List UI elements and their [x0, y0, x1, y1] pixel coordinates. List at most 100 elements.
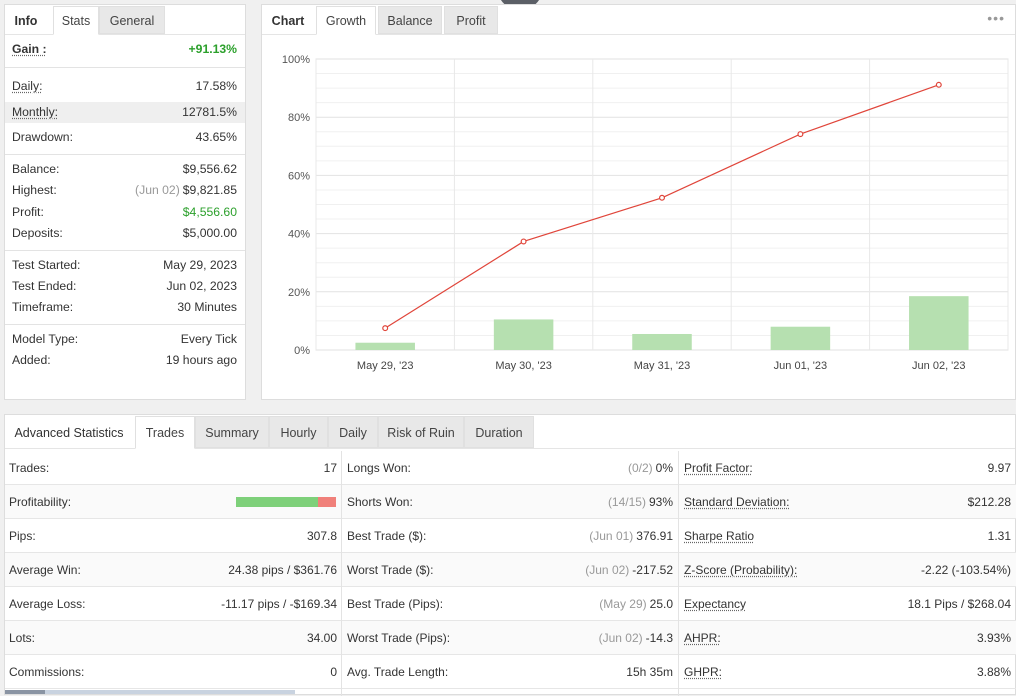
stat-label-link[interactable]: Profit Factor: [684, 451, 753, 485]
gain-label[interactable]: Gain : [12, 39, 47, 60]
stat-date: (14/15) [608, 495, 646, 509]
stat-value: -217.52 [632, 563, 673, 577]
daily-label[interactable]: Daily: [12, 76, 42, 97]
stat-label: Pips: [9, 519, 36, 553]
data-point [383, 326, 388, 331]
advanced-tabbar: Advanced Statistics Trades Summary Hourl… [5, 415, 1015, 449]
tab-trades[interactable]: Trades [135, 416, 195, 449]
tab-advanced-statistics[interactable]: Advanced Statistics [5, 416, 133, 448]
stat-value: 1.31 [988, 519, 1011, 553]
tab-duration[interactable]: Duration [464, 416, 534, 448]
stat-value: 15h 35m [626, 665, 673, 679]
stat-label: Profitability: [9, 485, 71, 519]
deposits-value: $5,000.00 [183, 223, 237, 244]
y-tick-label: 0% [294, 345, 310, 357]
stat-value: -14.3 [646, 631, 673, 645]
tab-balance[interactable]: Balance [378, 6, 442, 34]
stat-value: $212.28 [968, 485, 1011, 519]
bar [632, 334, 692, 350]
balance-value: $9,556.62 [183, 159, 237, 180]
chart-tabbar: Chart Growth Balance Profit ••• [262, 5, 1015, 35]
table-row: Trades: 17 Longs Won: (0/2) 0% Profit Factor:… [5, 451, 1016, 485]
deposits-label: Deposits: [12, 223, 63, 244]
tab-info[interactable]: Info [5, 6, 47, 34]
bar [355, 343, 415, 350]
stat-label-link[interactable]: GHPR: [684, 655, 722, 689]
stat-label: Trades: [9, 451, 49, 485]
profit-value: $4,556.60 [183, 202, 237, 223]
scrollbar-thumb[interactable] [5, 690, 45, 694]
stat-value: 9.97 [988, 451, 1011, 485]
stat-date: (May 29) [599, 597, 646, 611]
chart-panel: Chart Growth Balance Profit ••• 0% 20% 40%… [261, 4, 1016, 400]
stat-value: 307.8 [307, 519, 337, 553]
stat-value: 25.0 [650, 597, 673, 611]
tab-daily[interactable]: Daily [328, 416, 378, 448]
stat-value-wrap: (14/15) 93% [608, 485, 673, 519]
table-row: Pips: 307.8 Best Trade ($): (Jun 01) 376.91 S… [5, 519, 1016, 553]
highest-value-wrap: (Jun 02) $9,821.85 [135, 180, 237, 201]
y-tick-label: 20% [288, 287, 310, 299]
stat-value: 0 [330, 655, 337, 689]
tab-general[interactable]: General [99, 6, 165, 34]
highest-label: Highest: [12, 180, 57, 201]
daily-row: Daily: 17.58% [5, 76, 245, 97]
more-options-icon[interactable]: ••• [987, 10, 1005, 26]
stat-value: 34.00 [307, 621, 337, 655]
stat-value: 17 [324, 451, 337, 485]
stat-value: 18.1 Pips / $268.04 [908, 587, 1011, 621]
advanced-statistics-panel: Advanced Statistics Trades Summary Hourl… [4, 414, 1016, 695]
monthly-value: 12781.5% [182, 102, 237, 123]
stat-date: (Jun 02) [585, 563, 629, 577]
daily-value: 17.58% [196, 76, 237, 97]
y-tick-label: 100% [282, 54, 310, 66]
drawdown-row: Drawdown: 43.65% [5, 127, 245, 148]
test-started-row: Test Started: May 29, 2023 [5, 255, 245, 276]
timeframe-value: 30 Minutes [177, 297, 237, 318]
horizontal-scrollbar[interactable] [5, 690, 295, 694]
divider [5, 250, 245, 251]
gain-value: +91.13% [189, 39, 237, 60]
stat-value-wrap: (0/2) 0% [628, 451, 673, 485]
info-tabbar: Info Stats General [5, 5, 245, 35]
gain-row: Gain : +91.13% [5, 39, 245, 60]
tab-growth[interactable]: Growth [316, 6, 376, 35]
tab-hourly[interactable]: Hourly [269, 416, 328, 448]
stat-label-link[interactable]: Expectancy [684, 587, 746, 621]
tab-profit[interactable]: Profit [444, 6, 498, 34]
test-started-label: Test Started: [12, 255, 80, 276]
profitability-loss-bar [318, 497, 336, 507]
stat-label-link[interactable]: Sharpe Ratio [684, 519, 754, 553]
monthly-label[interactable]: Monthly: [12, 102, 58, 123]
stat-date: (Jun 02) [599, 631, 643, 645]
stat-value-wrap: (Jun 01) 376.91 [589, 519, 673, 553]
drawdown-value: 43.65% [196, 127, 237, 148]
test-ended-label: Test Ended: [12, 276, 76, 297]
stat-label: Worst Trade ($): [347, 553, 433, 587]
stat-label: Shorts Won: [347, 485, 413, 519]
model-type-label: Model Type: [12, 329, 78, 350]
stat-value-wrap: (May 29) 25.0 [599, 587, 673, 621]
tab-chart[interactable]: Chart [262, 6, 314, 34]
balance-label: Balance: [12, 159, 59, 180]
drawdown-label: Drawdown: [12, 127, 73, 148]
tab-risk-of-ruin[interactable]: Risk of Ruin [378, 416, 464, 448]
stat-label-link[interactable]: Standard Deviation: [684, 485, 789, 519]
stat-label: Best Trade (Pips): [347, 587, 443, 621]
stat-value: 0% [656, 461, 673, 475]
stat-label-link[interactable]: Z-Score (Probability): [684, 553, 797, 587]
bar [909, 296, 969, 350]
x-tick-label: Jun 01, '23 [774, 360, 827, 372]
timeframe-row: Timeframe: 30 Minutes [5, 297, 245, 318]
stat-value: 376.91 [636, 529, 673, 543]
data-point [936, 82, 941, 87]
stat-label: Commissions: [9, 655, 84, 689]
divider [5, 324, 245, 325]
tab-stats[interactable]: Stats [53, 6, 99, 35]
added-value: 19 hours ago [166, 350, 237, 371]
data-point [660, 195, 665, 200]
stat-label-link[interactable]: AHPR: [684, 621, 721, 655]
tab-summary[interactable]: Summary [195, 416, 269, 448]
stat-value: -11.17 pips / -$169.34 [221, 587, 337, 621]
stat-value: 3.93% [977, 621, 1011, 655]
